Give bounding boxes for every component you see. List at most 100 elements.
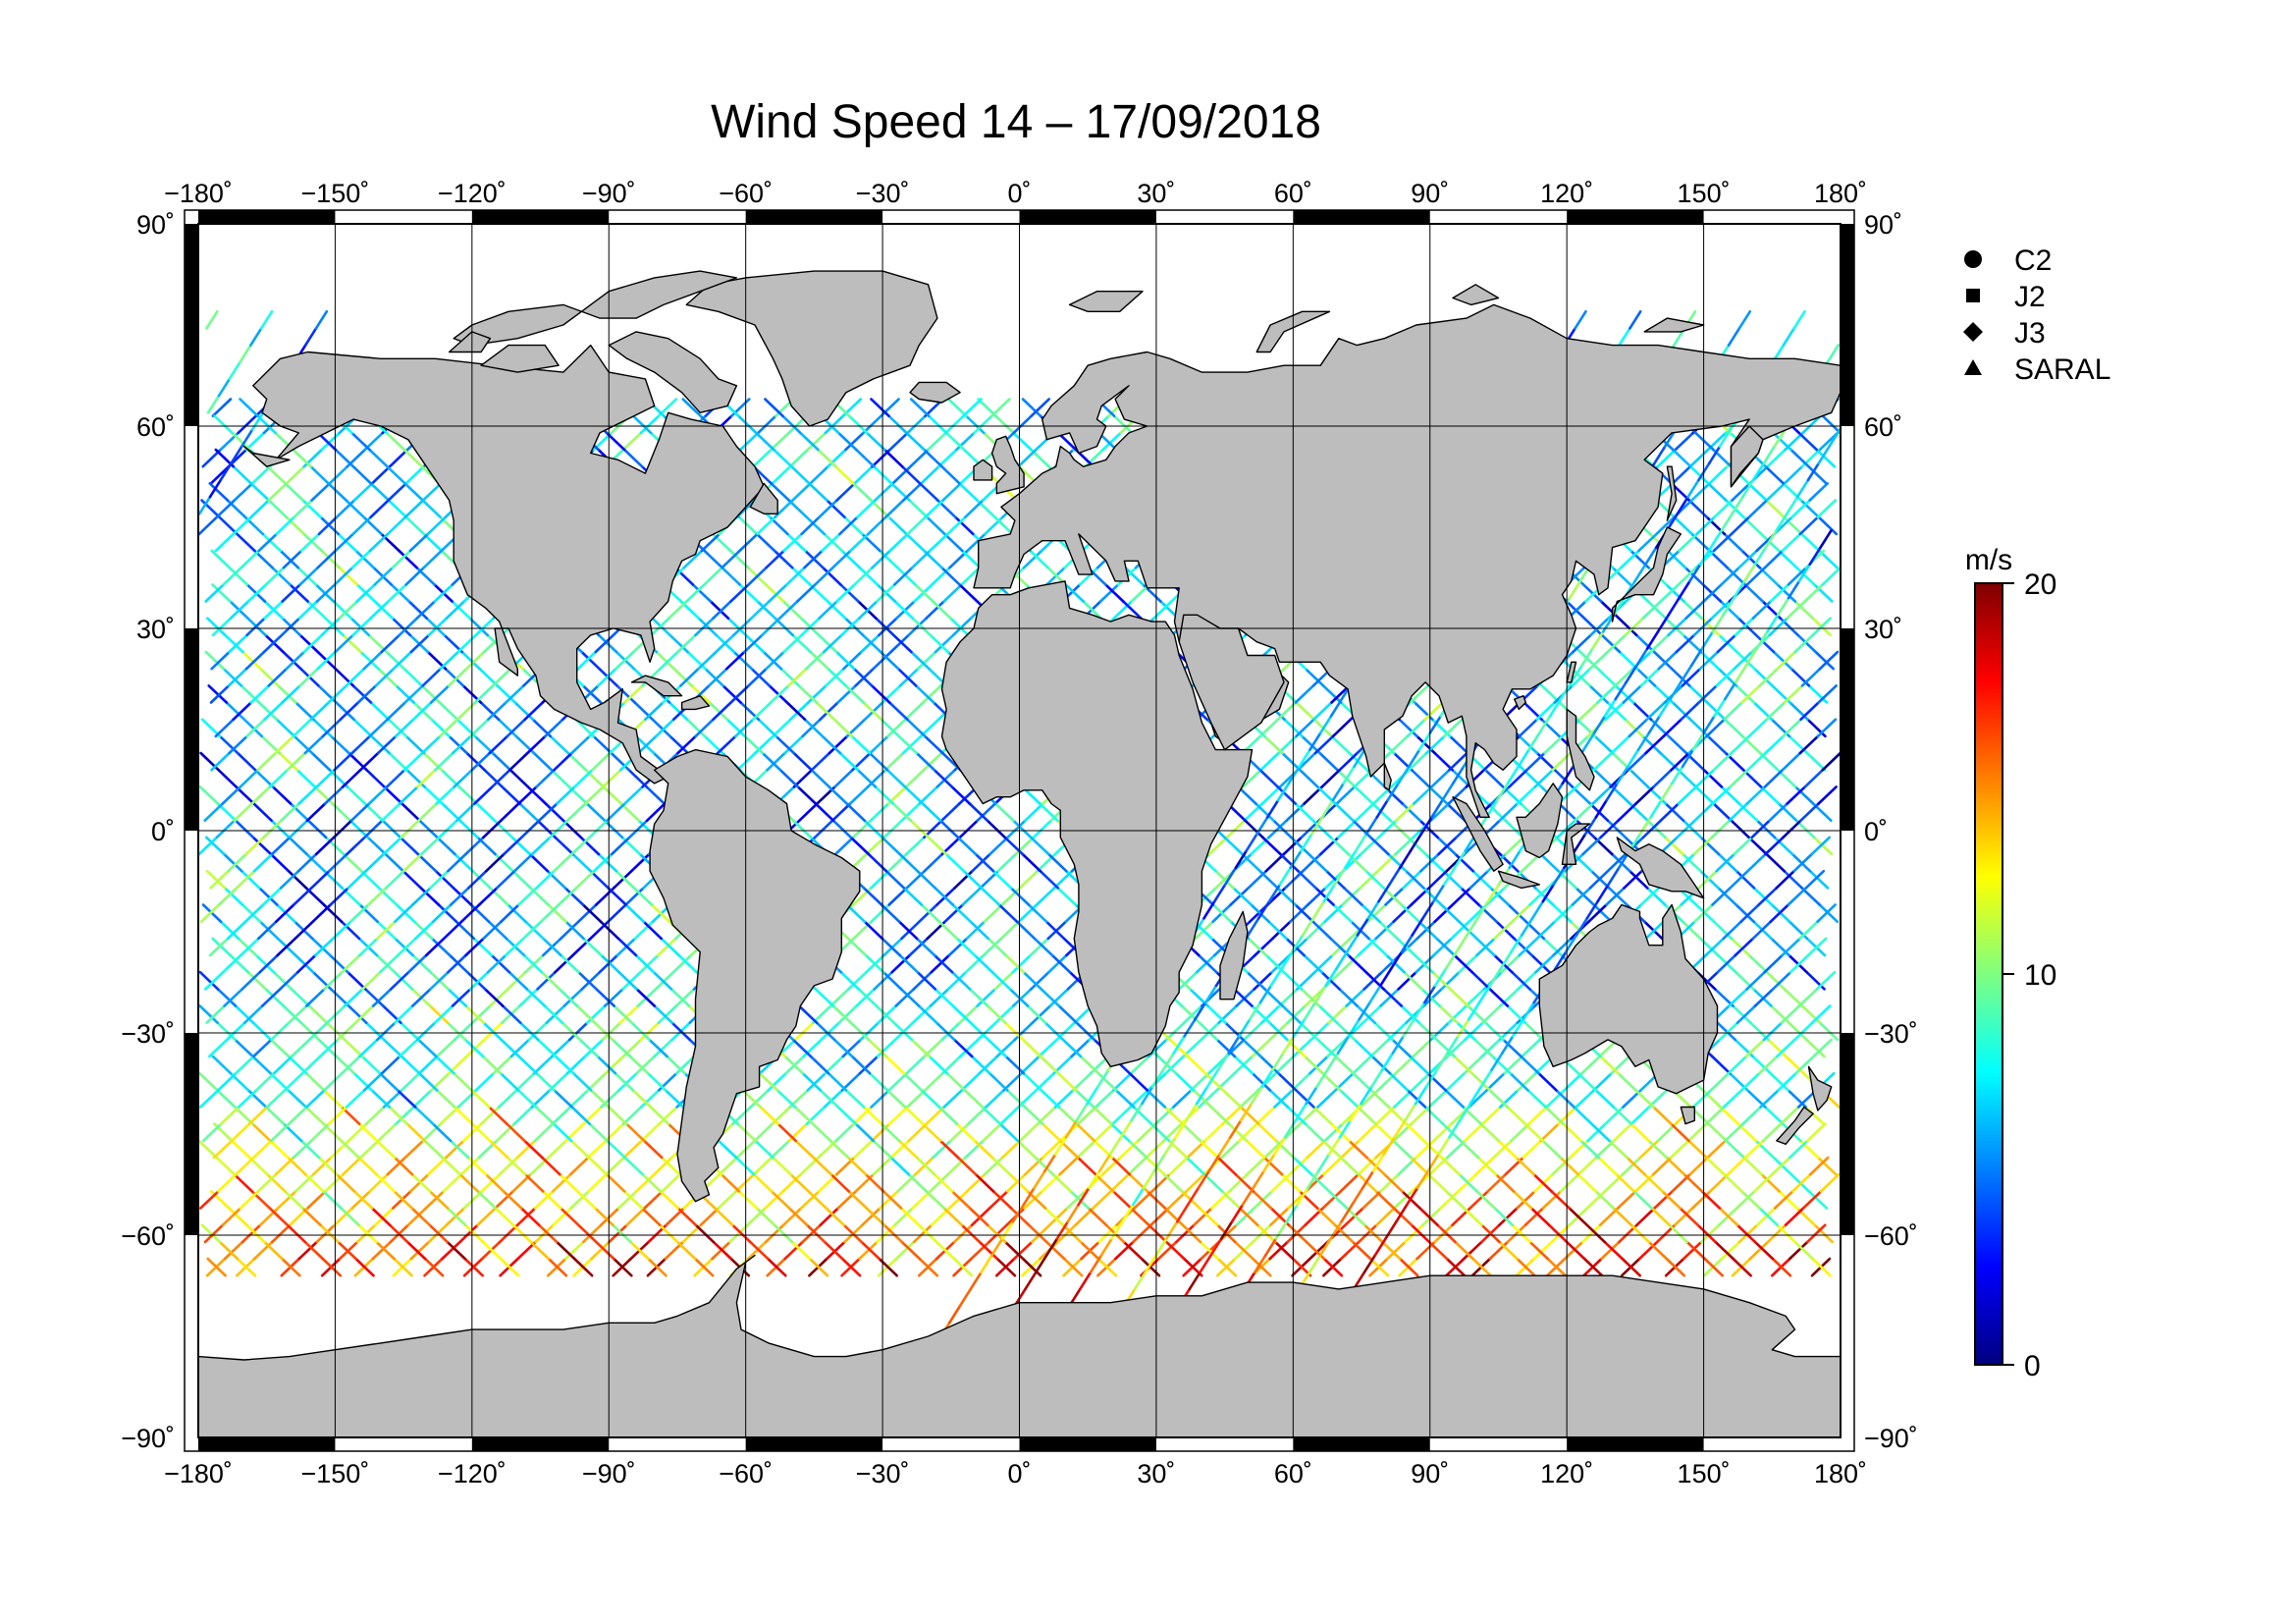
track-segment [1578,650,1600,671]
track-segment [465,751,486,772]
track-segment [1635,1207,1656,1226]
track-segment [1712,532,1734,553]
track-segment [927,836,948,856]
track-segment [1262,1156,1284,1176]
track-segment [1253,970,1273,991]
track-segment [464,1004,486,1024]
track-segment [878,617,898,637]
track-segment [1291,1071,1311,1092]
track-segment [1492,1139,1513,1160]
track-segment [1780,1004,1801,1024]
track-segment [1742,1156,1763,1176]
track-segment [1442,869,1463,890]
track-segment [880,398,900,418]
track-segment [950,1190,972,1210]
track-segment [1817,1156,1838,1176]
track-segment [271,785,293,805]
track-segment [1682,819,1703,839]
track-segment [607,903,627,924]
track-segment [903,785,925,805]
track-segment [1800,532,1821,553]
track-segment [1460,887,1480,906]
track-segment [417,1038,438,1058]
track-segment [1621,1257,1641,1277]
track-segment [955,937,977,957]
track-segment [1805,751,1827,772]
track-segment [929,633,950,654]
track-segment [1076,1139,1096,1160]
track-segment [1198,1207,1219,1226]
track-segment [288,819,309,839]
track-segment [1369,1038,1390,1058]
track-segment [386,1156,407,1176]
track-segment [1450,920,1470,941]
track-segment [1735,684,1756,704]
track-segment [677,953,699,974]
track-segment [916,650,937,671]
track-segment [322,1190,343,1210]
track-segment [576,650,598,671]
track-segment [369,482,391,502]
track-segment [1094,1122,1114,1143]
track-segment [335,499,356,519]
track-segment [1379,1172,1400,1193]
track-segment [534,1223,555,1244]
track-segment [826,1240,846,1261]
track-segment [1745,785,1767,805]
track-segment [861,1207,881,1226]
track-segment [1512,1190,1533,1210]
track-segment [1796,633,1817,654]
track-segment [234,1106,254,1125]
track-segment [1009,1207,1031,1226]
track-segment [938,819,960,839]
track-segment [1404,1223,1424,1244]
track-segment [310,482,332,502]
track-segment [970,1055,991,1075]
track-segment [756,414,777,435]
track-segment [749,1089,771,1109]
track-segment [1152,600,1173,621]
track-segment [1127,1156,1148,1176]
track-segment [1043,1021,1065,1042]
track-segment [559,920,580,941]
track-segment [974,852,995,873]
track-segment [1282,836,1304,856]
track-segment [1783,684,1804,704]
track-segment [860,1240,881,1261]
track-segment [571,852,593,873]
track-segment [827,667,848,687]
track-segment [228,633,248,654]
track-segment [334,448,355,468]
track-segment [576,1223,598,1244]
track-segment [523,1172,545,1193]
track-segment [222,667,243,687]
track-segment [805,1223,827,1244]
track-segment [274,734,295,755]
track-segment [614,869,636,890]
track-segment [958,1038,980,1058]
track-segment [268,1207,290,1226]
track-segment [1810,836,1831,856]
track-segment [1669,1139,1690,1160]
track-segment [236,751,257,772]
track-segment [252,802,273,823]
track-segment [1758,1055,1779,1075]
track-segment [357,1223,378,1244]
track-segment [843,617,865,637]
track-segment [1130,1055,1150,1075]
track-segment [911,617,933,637]
track-segment [297,1240,319,1261]
track-segment [304,1172,325,1193]
track-segment [1620,549,1640,569]
track-segment [1767,1038,1788,1058]
track-segment [1411,1071,1431,1092]
track-segment [250,464,272,485]
track-segment [219,920,240,941]
track-segment [721,566,742,586]
track-segment [564,920,585,941]
track-segment [404,566,426,586]
track-segment [1543,734,1564,755]
track-segment [298,667,319,687]
track-segment [1793,600,1815,621]
track-segment [1580,1055,1601,1075]
